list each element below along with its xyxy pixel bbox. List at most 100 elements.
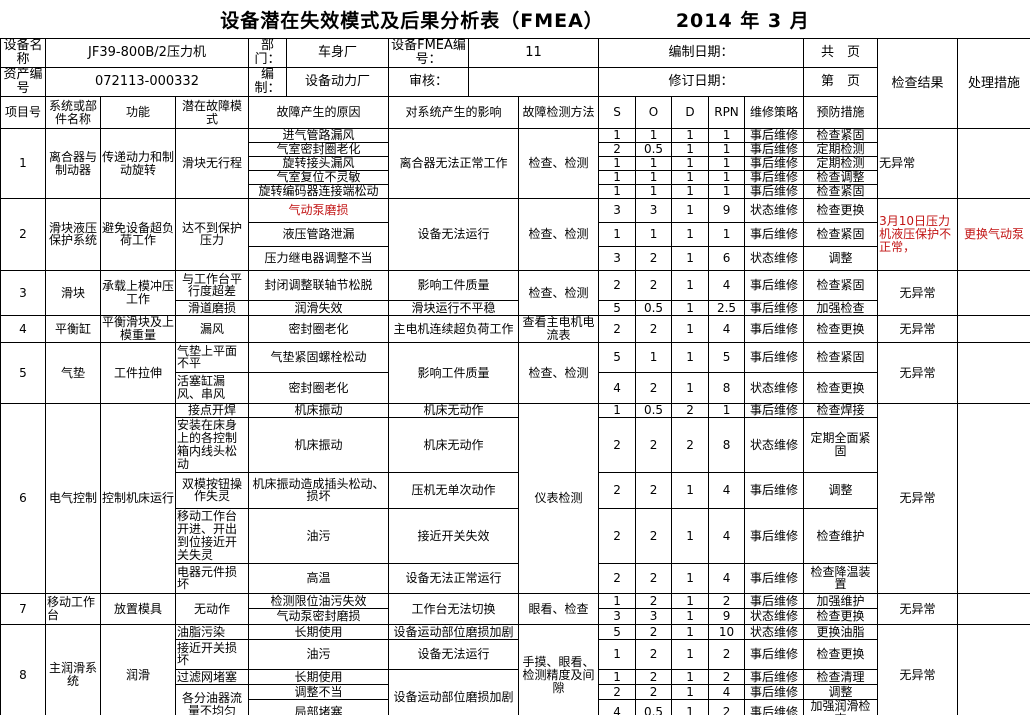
- cell-result: 无异常: [877, 592, 959, 625]
- cell-rpn: 1: [708, 156, 746, 171]
- cell-o: 3: [635, 197, 673, 223]
- cell-effect: 主电机连续超负荷工作: [388, 314, 519, 343]
- cell-strategy: 状态维修: [744, 623, 805, 640]
- cell-d: 1: [671, 197, 710, 223]
- cell-d: 1: [671, 698, 710, 715]
- cell-failure-mode: 活塞缸漏风、串风: [175, 371, 249, 404]
- cell-detection: 检查、检测: [517, 269, 600, 316]
- cell-s: 2: [598, 269, 637, 301]
- cell-action: [957, 623, 1030, 715]
- cell-system: 平衡缸: [45, 314, 101, 343]
- cell-strategy: 状态维修: [744, 416, 805, 473]
- cell-o: 2: [635, 638, 673, 670]
- cell-item-no: 7: [0, 592, 46, 625]
- cell-o: 1: [635, 183, 673, 199]
- cell-cause: 液压管路泄漏: [248, 221, 389, 247]
- cell-cause: 调整不当: [248, 683, 389, 700]
- cell-prevention: 检查紧固: [803, 183, 879, 199]
- dept-label: 部门：: [248, 37, 287, 69]
- audit-value: [467, 67, 600, 98]
- cell-system: 滑块液压保护系统: [45, 197, 101, 271]
- cell-prevention: 加强维护: [803, 592, 879, 609]
- cell-effect: 工作台无法切换: [388, 592, 519, 625]
- cell-effect: 滑块运行不平稳: [388, 299, 519, 316]
- cell-detection: 检查、检测: [517, 341, 600, 404]
- cell-strategy: 事后维修: [744, 507, 805, 564]
- cell-cause: 密封圈老化: [248, 371, 389, 404]
- cell-cause: 气室密封圈老化: [248, 142, 389, 158]
- cell-d: 1: [671, 683, 710, 700]
- cell-prevention: 检查紧固: [803, 341, 879, 373]
- cell-d: 1: [671, 169, 710, 185]
- cell-item-no: 3: [0, 269, 46, 316]
- cell-prevention: 定期检测: [803, 142, 879, 158]
- cell-cause: 机床振动造成插头松动、损坏: [248, 471, 389, 509]
- cell-function: 避免设备超负荷工作: [100, 197, 176, 271]
- cell-rpn: 1: [708, 183, 746, 199]
- cell-cause: 压力继电器调整不当: [248, 245, 389, 271]
- page-title: 设备潜在失效模式及后果分析表（FMEA）: [220, 9, 604, 32]
- cell-d: 1: [671, 507, 710, 564]
- col-function: 功能: [100, 96, 176, 130]
- cell-item-no: 5: [0, 341, 46, 404]
- cell-rpn: 1: [708, 221, 746, 247]
- cell-s: 2: [598, 562, 637, 594]
- cell-action: [957, 341, 1030, 404]
- cell-s: 1: [598, 221, 637, 247]
- cell-failure-mode: 过滤网堵塞: [175, 668, 249, 685]
- cell-rpn: 9: [708, 607, 746, 625]
- cell-s: 5: [598, 299, 637, 316]
- col-mode: 潜在故障模式: [175, 96, 249, 130]
- cell-action: 更换气动泵: [957, 197, 1030, 271]
- cell-o: 2: [635, 592, 673, 609]
- cell-o: 1: [635, 341, 673, 373]
- cell-s: 4: [598, 698, 637, 715]
- cell-strategy: 事后维修: [744, 698, 805, 715]
- cell-prevention: 检查更换: [803, 197, 879, 223]
- cell-item-no: 1: [0, 128, 46, 199]
- cell-cause: 气动泵磨损: [248, 197, 389, 223]
- cell-action: [957, 269, 1030, 316]
- cell-o: 1: [635, 128, 673, 144]
- cell-rpn: 8: [708, 416, 746, 473]
- cell-prevention: 检查更换: [803, 371, 879, 404]
- asset-no-value: 072113-000332: [45, 67, 249, 98]
- cell-d: 1: [671, 299, 710, 316]
- cell-o: 3: [635, 607, 673, 625]
- cell-prevention: 检查降温装置: [803, 562, 879, 594]
- cell-prevention: 检查更换: [803, 607, 879, 625]
- cell-d: 1: [671, 183, 710, 199]
- pages-total-label: 共 页: [803, 37, 879, 69]
- cell-detection: 眼看、检查: [517, 592, 600, 625]
- cell-result: 3月10日压力机液压保护不正常，: [877, 197, 959, 271]
- fmea-no-value: 11: [467, 37, 600, 69]
- cell-prevention: 定期检测: [803, 156, 879, 171]
- cell-cause: 进气管路漏风: [248, 128, 389, 144]
- cell-effect: 影响工件质量: [388, 269, 519, 301]
- cell-action: [957, 314, 1030, 343]
- cell-system: 移动工作台: [45, 592, 101, 625]
- device-name-value: JF39-800B/2压力机: [45, 37, 249, 69]
- cell-d: 1: [671, 156, 710, 171]
- cell-o: 2: [635, 269, 673, 301]
- cell-function: 平衡滑块及上模重量: [100, 314, 176, 343]
- cell-o: 2: [635, 668, 673, 685]
- cell-s: 2: [598, 507, 637, 564]
- cell-strategy: 事后维修: [744, 221, 805, 247]
- cell-rpn: 4: [708, 314, 746, 343]
- cell-item-no: 2: [0, 197, 46, 271]
- cell-result: 无异常: [877, 128, 959, 199]
- cell-failure-mode: 接近开关损坏: [175, 638, 249, 670]
- compile-by-value: 设备动力厂: [286, 67, 389, 98]
- cell-o: 2: [635, 371, 673, 404]
- col-rpn: RPN: [708, 96, 746, 130]
- cell-d: 1: [671, 341, 710, 373]
- cell-prevention: 加强润滑检查: [803, 698, 879, 715]
- cell-rpn: 1: [708, 128, 746, 144]
- cell-strategy: 事后维修: [744, 341, 805, 373]
- cell-effect: 接近开关失效: [388, 507, 519, 564]
- cell-prevention: 调整: [803, 245, 879, 271]
- dept-value: 车身厂: [286, 37, 389, 69]
- col-o: O: [635, 96, 673, 130]
